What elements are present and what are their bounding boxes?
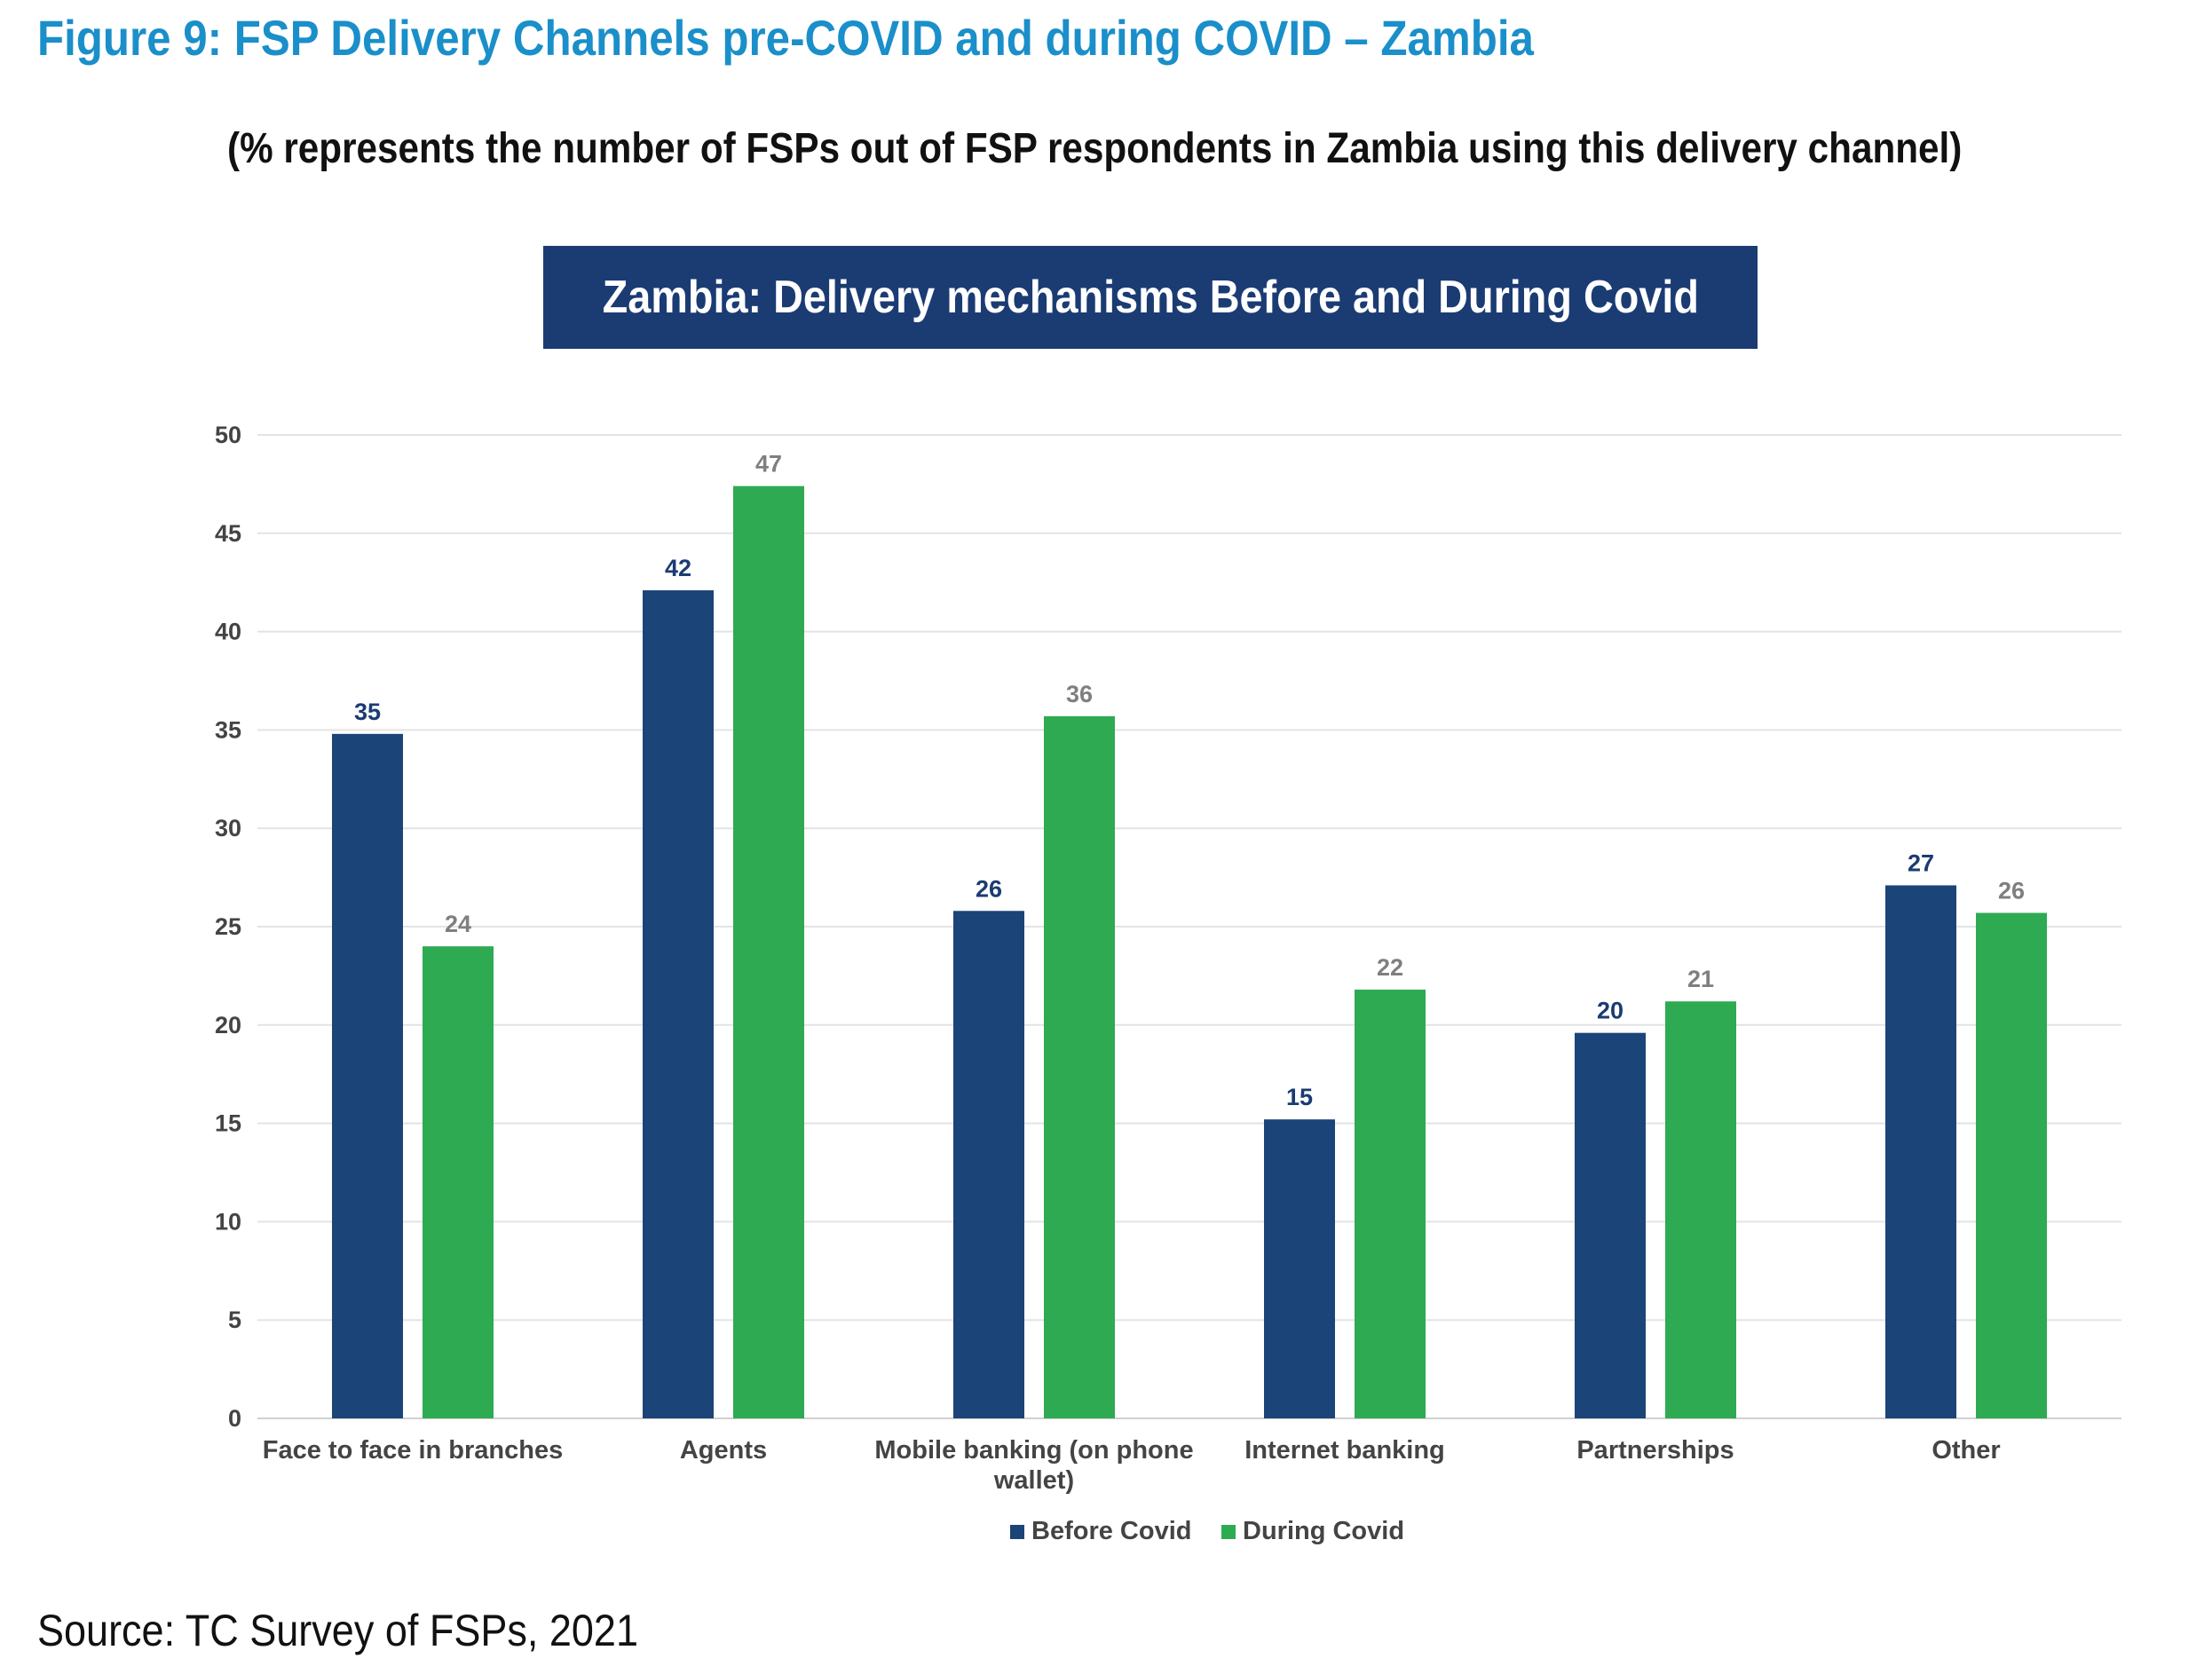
chart-title: Zambia: Delivery mechanisms Before and D… — [602, 272, 1699, 323]
y-tick-label: 25 — [215, 913, 241, 940]
data-label: 42 — [665, 555, 691, 581]
category-label: Face to face in branches — [263, 1436, 563, 1465]
y-tick-label: 50 — [215, 422, 241, 448]
bars — [332, 486, 2047, 1419]
y-tick-label: 35 — [215, 716, 241, 743]
category-label: Internet banking — [1244, 1436, 1445, 1465]
figure-title: Figure 9: FSP Delivery Channels pre-COVI… — [37, 10, 1534, 66]
y-tick-label: 30 — [215, 815, 241, 841]
data-label: 22 — [1377, 954, 1403, 981]
bar-during-covid — [1665, 1001, 1736, 1418]
legend: Before Covid During Covid — [1010, 1517, 1404, 1545]
y-tick-label: 40 — [215, 619, 241, 645]
bar-during-covid — [423, 946, 494, 1418]
bar-before-covid — [1885, 885, 1956, 1418]
bar-before-covid — [1264, 1119, 1335, 1418]
data-label: 35 — [354, 699, 381, 725]
data-label: 20 — [1597, 998, 1623, 1024]
bar-before-covid — [953, 911, 1024, 1418]
bar-before-covid — [332, 733, 403, 1418]
data-labels: 35 24 42 47 26 36 15 22 20 21 27 26 — [354, 451, 2025, 1111]
chart-title-banner: Zambia: Delivery mechanisms Before and D… — [543, 246, 1758, 349]
category-label: Mobile banking (on phone — [874, 1436, 1193, 1465]
chart-subtitle: (% represents the number of FSPs out of … — [227, 125, 1963, 172]
legend-swatch-before-covid — [1010, 1525, 1024, 1539]
bar-during-covid — [1355, 989, 1426, 1418]
legend-swatch-during-covid — [1221, 1525, 1236, 1539]
bar-before-covid — [643, 590, 714, 1418]
legend-label: Before Covid — [1031, 1517, 1191, 1545]
legend-label: During Covid — [1243, 1517, 1404, 1545]
y-tick-label: 0 — [228, 1405, 241, 1432]
data-label: 47 — [755, 451, 782, 478]
bar-during-covid — [1044, 715, 1115, 1418]
y-tick-label: 15 — [215, 1110, 241, 1137]
bar-before-covid — [1575, 1032, 1646, 1418]
y-tick-label: 20 — [215, 1012, 241, 1038]
data-label: 27 — [1908, 849, 1934, 876]
x-axis: Face to face in branches Agents Mobile ban… — [263, 1436, 2001, 1495]
y-tick-label: 45 — [215, 520, 241, 547]
category-label: Agents — [680, 1436, 767, 1465]
category-label: Partnerships — [1576, 1436, 1734, 1465]
bar-during-covid — [733, 486, 804, 1419]
data-label: 26 — [976, 875, 1002, 902]
bar-during-covid — [1976, 912, 2047, 1418]
data-label: 24 — [445, 911, 471, 937]
category-label: Other — [1932, 1436, 2000, 1465]
y-axis: 0 5 10 15 20 25 30 35 40 45 50 — [215, 422, 241, 1432]
data-label: 15 — [1286, 1084, 1313, 1110]
data-label: 21 — [1687, 966, 1714, 992]
y-tick-label: 5 — [228, 1307, 241, 1333]
y-tick-label: 10 — [215, 1208, 241, 1235]
data-label: 36 — [1066, 681, 1093, 707]
source-note: Source: TC Survey of FSPs, 2021 — [37, 1606, 638, 1655]
data-label: 26 — [1998, 877, 2025, 904]
category-label: wallet) — [993, 1466, 1074, 1495]
gridlines — [257, 434, 2121, 1419]
